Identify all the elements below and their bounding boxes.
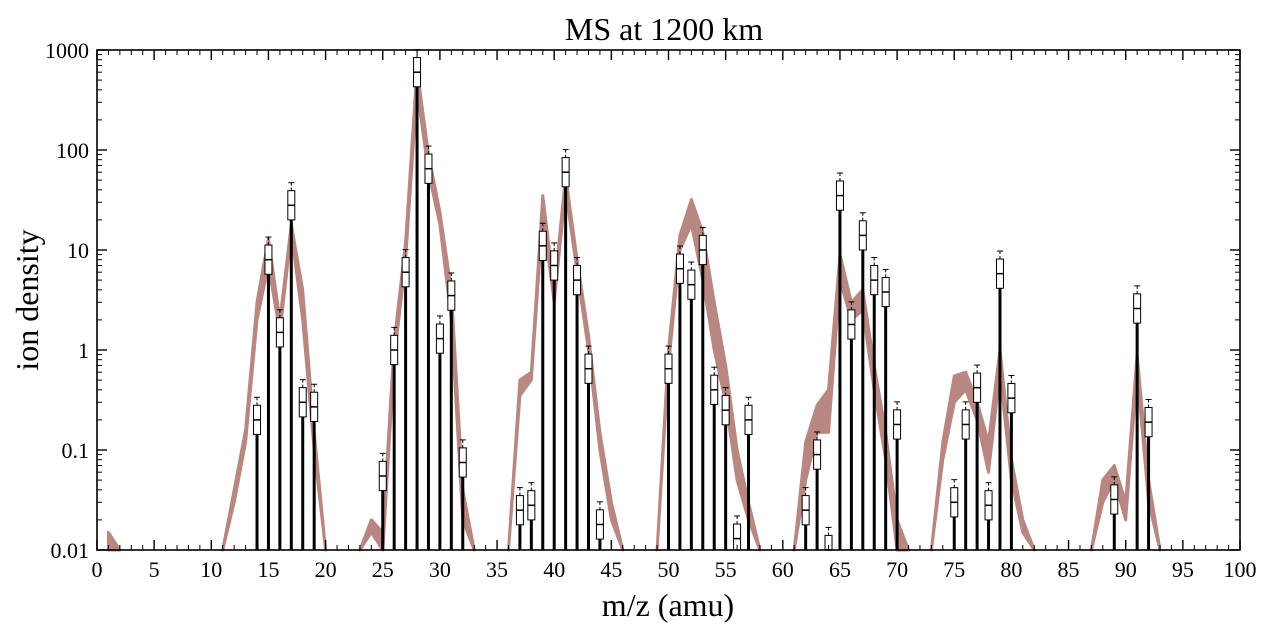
chart-title: MS at 1200 km (565, 11, 763, 47)
x-tick-label: 20 (315, 557, 337, 582)
x-tick-label: 55 (715, 557, 737, 582)
x-tick-label: 45 (600, 557, 622, 582)
x-tick-label: 90 (1115, 557, 1137, 582)
y-tick-label: 10 (67, 238, 89, 263)
measured-bars-layer (253, 49, 1153, 551)
x-tick-label: 80 (1000, 557, 1022, 582)
y-tick-label: 0.01 (51, 538, 90, 563)
y-tick-label: 1000 (45, 38, 89, 63)
x-tick-label: 0 (92, 557, 103, 582)
x-tick-label: 100 (1224, 557, 1257, 582)
x-tick-label: 35 (486, 557, 508, 582)
model-band-4 (655, 198, 762, 552)
x-tick-label: 70 (886, 557, 908, 582)
model-band-1 (221, 223, 328, 552)
y-tick-label: 100 (56, 138, 89, 163)
x-tick-label: 95 (1172, 557, 1194, 582)
x-tick-label: 25 (372, 557, 394, 582)
model-band-0 (106, 530, 122, 552)
y-tick-label: 0.1 (62, 438, 90, 463)
x-tick-label: 75 (943, 557, 965, 582)
x-tick-label: 60 (772, 557, 794, 582)
x-tick-label: 15 (257, 557, 279, 582)
x-tick-label: 30 (429, 557, 451, 582)
x-tick-label: 85 (1058, 557, 1080, 582)
y-tick-label: 1 (78, 338, 89, 363)
x-tick-label: 50 (658, 557, 680, 582)
y-ticks: 0.01 0.1 1 10 100 1000 (45, 38, 1240, 563)
x-axis-label: m/z (amu) (602, 587, 734, 623)
x-tick-label: 40 (543, 557, 565, 582)
x-ticks: 0 5 10 15 20 25 30 35 40 45 50 55 60 65 70 75 80 85 90 95 10… (92, 50, 1257, 582)
x-tick-label: 65 (829, 557, 851, 582)
x-tick-label: 5 (149, 557, 160, 582)
model-band-layer (106, 67, 1162, 552)
model-band-6 (929, 348, 1036, 552)
x-tick-label: 10 (200, 557, 222, 582)
y-axis-label: ion density (9, 229, 45, 370)
